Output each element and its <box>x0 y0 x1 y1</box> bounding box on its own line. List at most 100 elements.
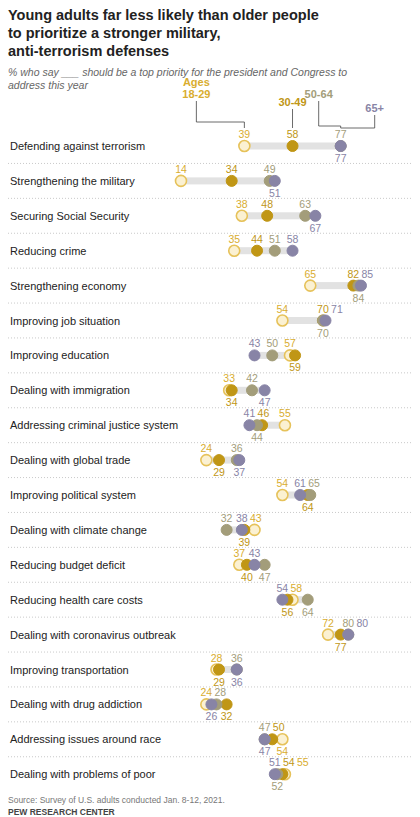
data-label: 65 <box>308 477 320 489</box>
data-label: 24 <box>200 686 212 698</box>
dot <box>234 455 245 466</box>
data-label: 77 <box>335 641 347 653</box>
data-label: 33 <box>223 372 235 384</box>
dot <box>305 490 316 501</box>
data-label: 28 <box>211 652 223 664</box>
dot <box>287 245 298 256</box>
data-label: 43 <box>250 512 262 524</box>
dot <box>249 559 260 570</box>
data-label: 58 <box>291 582 303 594</box>
dot <box>229 245 240 256</box>
legend-label: 50-64 <box>305 88 334 100</box>
dot <box>323 629 334 640</box>
data-label: 65 <box>304 268 316 280</box>
dot <box>320 315 331 326</box>
category-label: Securing Social Security <box>10 210 130 222</box>
data-label: 54 <box>277 303 289 315</box>
data-label: 80 <box>342 617 354 629</box>
dot <box>214 664 225 675</box>
data-label: 32 <box>221 512 233 524</box>
data-label: 38 <box>236 512 248 524</box>
dot <box>226 175 237 186</box>
category-label: Dealing with global trade <box>10 454 130 466</box>
legend-label: Ages18-29 <box>182 76 210 100</box>
legend-leader <box>292 109 293 128</box>
row-separator <box>8 233 412 234</box>
row-separator <box>8 163 412 164</box>
data-label: 77 <box>335 128 347 140</box>
data-label: 57 <box>284 337 296 349</box>
data-label: 84 <box>353 292 365 304</box>
category-label: Reducing health care costs <box>10 594 143 606</box>
text-line: Young adults far less likely than older … <box>8 7 319 23</box>
dot <box>279 420 290 431</box>
dot <box>277 734 288 745</box>
dot <box>277 490 288 501</box>
dot <box>267 350 278 361</box>
data-label: 34 <box>226 163 238 175</box>
data-label: 42 <box>246 372 258 384</box>
data-label: 64 <box>302 606 314 618</box>
data-label: 14 <box>175 163 187 175</box>
dot <box>343 629 354 640</box>
source: Source: Survey of U.S. adults conducted … <box>8 795 225 805</box>
dot <box>231 664 242 675</box>
data-label: 36 <box>231 652 243 664</box>
data-label: 63 <box>299 198 311 210</box>
dot <box>355 280 366 291</box>
marks <box>175 141 366 780</box>
data-label: 32 <box>221 710 233 722</box>
row-separator <box>8 582 412 583</box>
dot <box>310 210 321 221</box>
legend-label: 30-49 <box>278 96 306 108</box>
category-label: Improving job situation <box>10 315 120 327</box>
legend-leader <box>341 115 375 128</box>
data-label: 64 <box>302 501 314 513</box>
category-label: Improving political system <box>10 489 136 501</box>
text-line: 50-64 <box>305 88 334 100</box>
row-separator <box>8 303 412 304</box>
row-separator <box>8 407 412 408</box>
dot <box>249 524 260 535</box>
data-label: 44 <box>251 233 263 245</box>
data-label: 55 <box>279 407 291 419</box>
category-label: Reducing budget deficit <box>10 559 125 571</box>
data-label: 70 <box>317 303 329 315</box>
text-line: Ages <box>183 76 210 88</box>
dot <box>277 594 288 605</box>
legend-leader <box>196 101 244 128</box>
dot <box>343 629 354 640</box>
legend-label: 65+ <box>365 102 384 114</box>
dot <box>239 141 250 152</box>
dot <box>226 385 237 396</box>
data-label: 80 <box>356 617 368 629</box>
dot <box>262 210 273 221</box>
dot <box>236 524 247 535</box>
data-label: 36 <box>231 676 243 688</box>
category-label: Dealing with drug addiction <box>10 698 142 710</box>
text-line: 30-49 <box>278 96 306 108</box>
data-label: 56 <box>282 606 294 618</box>
data-label: 54 <box>283 756 295 768</box>
dot <box>269 769 280 780</box>
text-line: to prioritize a stronger military, <box>8 25 220 41</box>
data-label: 49 <box>264 163 276 175</box>
data-label: 38 <box>236 198 248 210</box>
subtitle: % who say ___ should be a top priority f… <box>8 66 347 91</box>
dot <box>175 175 186 186</box>
data-label: 43 <box>249 337 261 349</box>
data-label: 37 <box>233 466 245 478</box>
data-label: 46 <box>258 407 270 419</box>
dot <box>269 245 280 256</box>
category-label: Dealing with problems of poor <box>10 768 156 780</box>
dot <box>300 210 311 221</box>
dot <box>277 315 288 326</box>
dot <box>221 699 232 710</box>
dot <box>206 699 217 710</box>
dot <box>259 734 270 745</box>
data-label: 82 <box>348 268 360 280</box>
data-label: 54 <box>277 582 289 594</box>
dot <box>335 141 346 152</box>
dot <box>252 245 263 256</box>
credit: PEW RESEARCH CENTER <box>8 807 115 817</box>
